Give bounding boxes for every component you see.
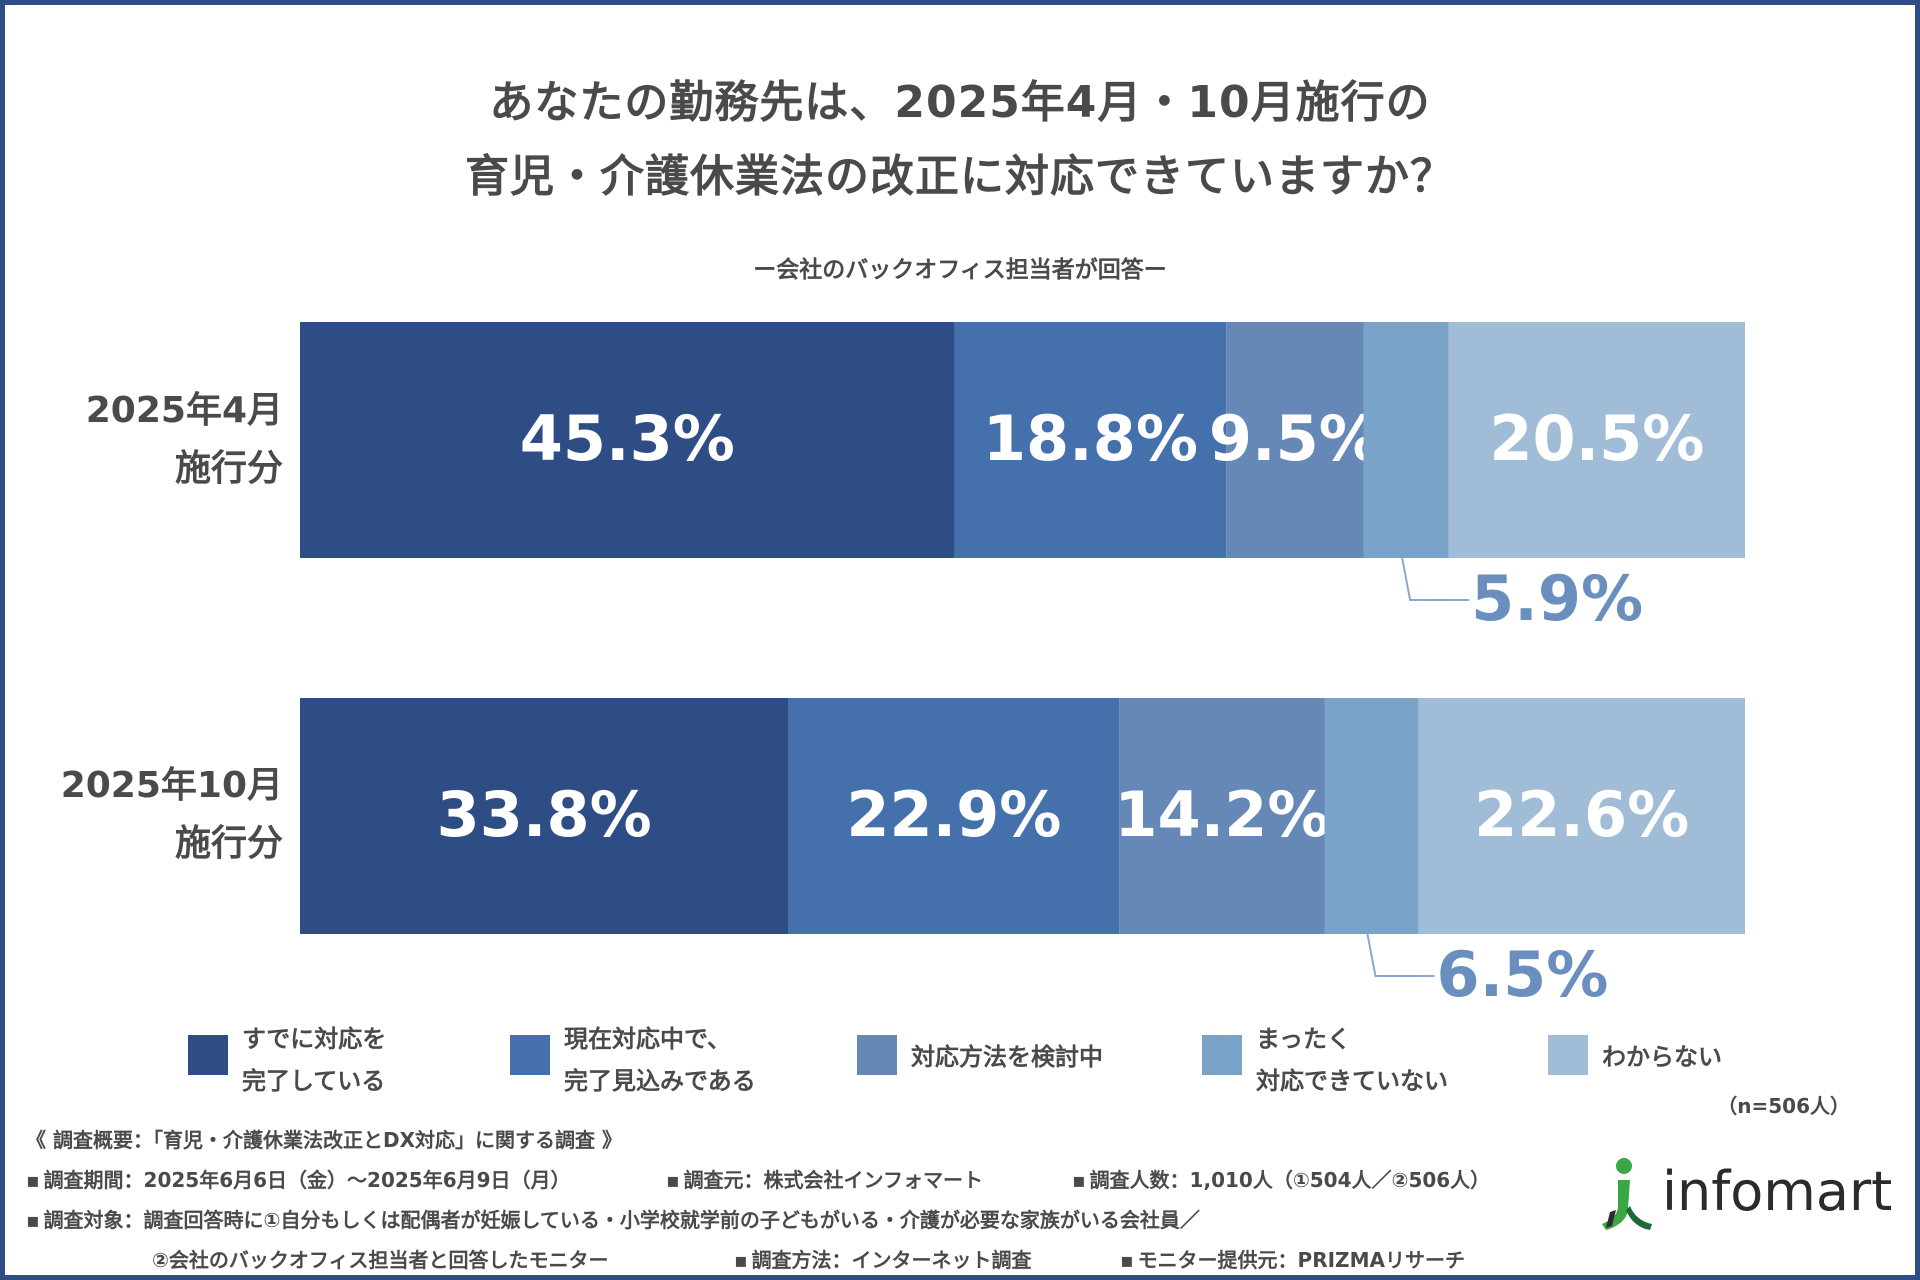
infomart-figure-icon (1602, 1158, 1652, 1230)
legend-label-not-at-all: まったく 対応できていない (1256, 1025, 1448, 1095)
legend-swatch-considering (857, 1035, 897, 1075)
notes-method: 調査方法：インターネット調査 (734, 1244, 1032, 1273)
infomart-wordmark: infomart (1662, 1160, 1893, 1223)
notes-source: 調査元：株式会社インフォマート (666, 1164, 983, 1193)
row-label-april-line2: 施行分 (174, 448, 283, 489)
value-label-r1-s4: 22.6% (1474, 778, 1689, 851)
row-label-october: 2025年10月 施行分 (61, 757, 283, 873)
bar-segment-r1-s0 (300, 698, 789, 934)
value-label-r0-s0: 45.3% (520, 402, 735, 475)
infomart-logo: infomart (1592, 1156, 1902, 1236)
legend-label-in-progress: 現在対応中で、 完了見込みである (564, 1025, 756, 1095)
bar-segment-r0-s4 (1448, 322, 1745, 558)
value-label-r1-s3: 6.5% (1436, 938, 1608, 1011)
value-label-r0-s2: 9.5% (1209, 402, 1381, 475)
notes-period: 調査期間：2025年6月6日（金）～2025年6月9日（月） (26, 1164, 571, 1193)
value-label-r1-s1: 22.9% (846, 778, 1061, 851)
notes-provider: モニター提供元：PRIZMAリサーチ (1120, 1244, 1465, 1273)
value-label-r0-s3: 5.9% (1471, 562, 1643, 635)
row-label-october-line2: 施行分 (174, 823, 283, 864)
value-label-r0-s4: 20.5% (1489, 402, 1704, 475)
bar-segment-r0-s0 (300, 322, 955, 558)
legend: すでに対応を 完了している 現在対応中で、 完了見込みである 対応方法を検討中 … (0, 1018, 1920, 1098)
row-label-april: 2025年4月 施行分 (86, 382, 283, 498)
chart-subtitle: ー会社のバックオフィス担当者が回答ー (753, 257, 1167, 283)
bar-segment-r0-s3 (1363, 322, 1449, 558)
bar-segment-r1-s4 (1418, 698, 1745, 934)
chart-title-line1: あなたの勤務先は、2025年4月・10月施行の (489, 77, 1431, 128)
legend-label-considering: 対応方法を検討中 (911, 1043, 1103, 1071)
bar-segment-r0-s2 (1226, 322, 1364, 558)
bar-segment-r1-s2 (1119, 698, 1325, 934)
legend-swatch-not-at-all (1202, 1035, 1242, 1075)
chart-title-line2: 育児・介護休業法の改正に対応できていますか？ (465, 151, 1455, 202)
notes-heading: 《 調査概要：「育児・介護休業法改正とDX対応」に関する調査 》 (26, 1128, 622, 1152)
notes-count: 調査人数：1,010人（①504人／②506人） (1072, 1164, 1491, 1193)
legend-label-unknown: わからない (1602, 1043, 1722, 1071)
value-label-r1-s2: 14.2% (1114, 778, 1329, 851)
legend-swatch-completed (188, 1035, 228, 1075)
leader-line-r0-s3 (1401, 557, 1470, 601)
notes-target-cont: ②会社のバックオフィス担当者と回答したモニター (152, 1248, 609, 1272)
bar-segment-r1-s3 (1324, 698, 1419, 934)
row-label-april-line1: 2025年4月 (85, 390, 283, 431)
legend-swatch-unknown (1548, 1035, 1588, 1075)
value-label-r1-s0: 33.8% (437, 778, 652, 851)
sample-size: （n=506人） (1717, 1094, 1850, 1118)
notes-target: 調査対象：調査回答時に①自分もしくは配偶者が妊娠している・小学校就学前の子どもが… (26, 1204, 1200, 1233)
legend-swatch-in-progress (510, 1035, 550, 1075)
legend-label-completed: すでに対応を 完了している (242, 1025, 387, 1095)
leader-line-r1-s3 (1366, 933, 1435, 977)
bar-segment-r0-s1 (954, 322, 1227, 558)
row-label-october-line1: 2025年10月 (60, 765, 283, 806)
bar-segment-r1-s1 (788, 698, 1120, 934)
value-label-r0-s1: 18.8% (983, 402, 1198, 475)
